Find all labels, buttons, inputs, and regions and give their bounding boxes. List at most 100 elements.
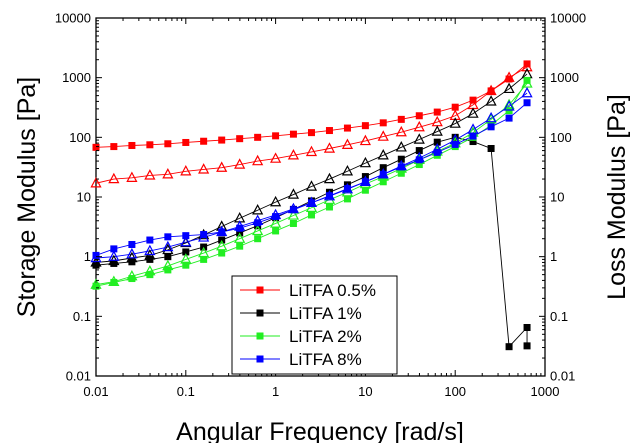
loss-point-litfa-2	[252, 224, 264, 236]
storage-point-litfa-1	[164, 253, 172, 261]
loss-point-litfa-0-5	[126, 171, 138, 182]
loss-point-litfa-1	[503, 82, 515, 94]
storage-point-litfa-8	[451, 140, 459, 148]
storage-point-litfa-8	[254, 219, 262, 227]
storage-point-litfa-1	[433, 138, 441, 146]
storage-point-litfa-8	[379, 170, 387, 178]
storage-point-litfa-1	[146, 255, 154, 263]
y-tick-label-left: 1000	[62, 70, 91, 85]
storage-point-litfa-2	[523, 76, 531, 84]
loss-point-litfa-1	[269, 195, 282, 207]
y-tick-label-right: 1000	[550, 70, 579, 85]
storage-point-litfa-2	[361, 186, 369, 194]
loss-point-litfa-0-5	[341, 138, 354, 149]
loss-point-litfa-0-5	[198, 163, 210, 174]
storage-point-litfa-0-5	[397, 115, 405, 123]
storage-point-litfa-8	[415, 156, 423, 164]
legend-item: LiTFA 8%	[240, 350, 362, 369]
y-tick-label-right: 0.1	[550, 309, 568, 324]
storage-point-litfa-0-5	[487, 87, 495, 95]
storage-point-litfa-8	[146, 236, 154, 244]
storage-point-litfa-0-5	[182, 138, 190, 146]
storage-point-litfa-0-5	[146, 141, 154, 149]
storage-point-litfa-8	[361, 178, 369, 186]
storage-point-litfa-0-5	[361, 122, 369, 130]
storage-point-litfa-8	[236, 224, 244, 232]
loss-point-litfa-8	[521, 86, 533, 98]
loss-point-litfa-0-5	[287, 149, 300, 160]
legend-label: LiTFA 8%	[289, 350, 362, 369]
legend-item: LiTFA 2%	[240, 327, 362, 346]
legend-label: LiTFA 1%	[289, 304, 362, 323]
y-tick-label-right: 100	[550, 130, 572, 145]
storage-point-litfa-2	[343, 195, 351, 203]
loss-point-litfa-8	[503, 100, 515, 111]
loss-line-litfa-1	[95, 73, 528, 263]
storage-point-litfa-0-5	[433, 108, 441, 116]
loss-point-litfa-0-5	[413, 120, 425, 132]
storage-point-litfa-0-5	[200, 137, 208, 145]
x-tick-label: 10	[358, 384, 372, 399]
series-markers	[90, 60, 533, 351]
loss-point-litfa-0-5	[108, 172, 120, 184]
legend: LiTFA 0.5% LiTFA 1% LiTFA 2% LiTFA 8%	[231, 275, 398, 375]
loss-point-litfa-1	[377, 149, 389, 160]
storage-point-litfa-8	[397, 163, 405, 171]
loss-point-litfa-1	[485, 95, 497, 106]
x-tick-label: 100	[444, 384, 466, 399]
legend-marker	[256, 286, 264, 294]
storage-point-litfa-1	[505, 343, 513, 351]
storage-point-litfa-1	[415, 147, 423, 155]
loss-point-litfa-1	[287, 188, 300, 199]
storage-point-litfa-0-5	[469, 96, 477, 104]
storage-line-litfa-8	[95, 102, 528, 256]
storage-point-litfa-2	[182, 261, 190, 269]
loss-point-litfa-2	[269, 217, 282, 228]
storage-point-litfa-0-5	[415, 112, 423, 120]
storage-point-litfa-8	[523, 99, 531, 107]
x-tick-label: 0.01	[83, 384, 108, 399]
loss-point-litfa-1	[431, 125, 443, 136]
y-tick-label-left: 10000	[55, 11, 91, 26]
legend-item: LiTFA 0.5%	[240, 281, 376, 300]
storage-point-litfa-0-5	[218, 136, 226, 144]
storage-point-litfa-8	[92, 251, 100, 259]
storage-point-litfa-2	[505, 107, 513, 115]
legend-label: LiTFA 0.5%	[289, 281, 376, 300]
loss-point-litfa-0-5	[269, 152, 282, 163]
legend-label: LiTFA 2%	[289, 327, 362, 346]
loss-point-litfa-1	[341, 164, 354, 176]
y-tick-label-left: 100	[69, 130, 91, 145]
storage-point-litfa-2	[272, 227, 280, 235]
storage-point-litfa-2	[379, 178, 387, 186]
y-tick-label-right: 10	[550, 190, 564, 205]
x-axis-title: Angular Frequency [rad/s]	[176, 418, 464, 443]
x-tick-label: 0.1	[177, 384, 195, 399]
loss-point-litfa-0-5	[216, 161, 228, 172]
loss-point-litfa-8	[126, 247, 138, 259]
storage-point-litfa-0-5	[325, 127, 333, 135]
loss-point-litfa-8	[108, 250, 120, 261]
storage-point-litfa-8	[325, 192, 333, 200]
loss-point-litfa-0-5	[90, 176, 102, 188]
y-tick-label-left: 10	[77, 190, 91, 205]
x-tick-label: 1000	[531, 384, 560, 399]
storage-point-litfa-1	[92, 261, 100, 269]
storage-point-litfa-2	[92, 282, 100, 290]
loss-point-litfa-2	[305, 201, 318, 212]
storage-point-litfa-1	[128, 258, 136, 266]
storage-point-litfa-8	[164, 233, 172, 241]
storage-point-litfa-2	[146, 271, 154, 279]
storage-point-litfa-2	[325, 203, 333, 211]
loss-point-litfa-0-5	[323, 142, 336, 153]
legend-marker	[256, 332, 264, 340]
storage-point-litfa-8	[469, 132, 477, 140]
loss-point-litfa-0-5	[377, 130, 389, 141]
storage-point-litfa-1	[110, 259, 118, 267]
storage-point-litfa-8	[218, 228, 226, 236]
storage-point-litfa-2	[307, 211, 315, 219]
legend-marker	[256, 309, 264, 317]
loss-point-litfa-0-5	[234, 158, 246, 169]
storage-point-litfa-2	[110, 278, 118, 286]
storage-point-litfa-0-5	[289, 130, 297, 138]
